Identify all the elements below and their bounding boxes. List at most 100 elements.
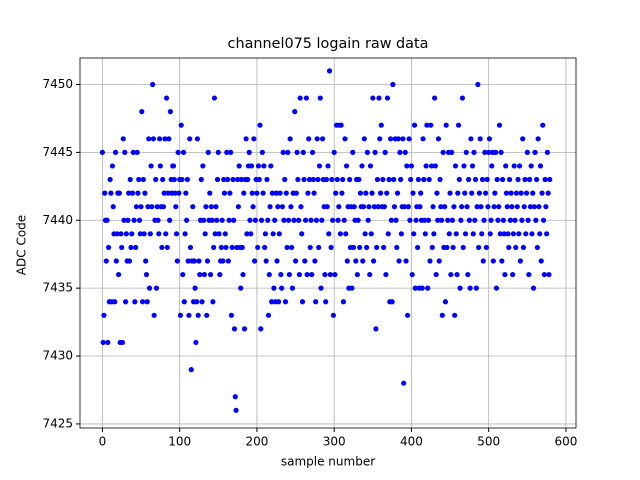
point: [257, 122, 263, 128]
point: [215, 149, 221, 155]
point: [383, 271, 389, 278]
point: [187, 244, 194, 251]
point: [262, 244, 268, 251]
point: [435, 136, 442, 142]
point: [153, 176, 159, 183]
point: [143, 271, 150, 278]
point: [428, 122, 434, 128]
point: [344, 258, 350, 264]
point: [444, 244, 450, 251]
point: [511, 163, 517, 169]
point: [530, 190, 536, 196]
point: [488, 217, 494, 223]
x-tick-label: 600: [555, 435, 578, 449]
point: [485, 204, 491, 210]
point: [536, 204, 542, 210]
point: [212, 231, 218, 237]
point: [270, 231, 276, 237]
point: [507, 217, 513, 223]
point: [521, 204, 527, 210]
point: [308, 217, 314, 223]
point: [418, 190, 424, 196]
point: [478, 204, 484, 210]
point: [228, 149, 234, 155]
point: [250, 204, 256, 210]
point: [394, 244, 400, 251]
y-tick-label: 7430: [42, 349, 73, 363]
point: [191, 258, 197, 264]
point: [493, 149, 499, 155]
point: [273, 190, 279, 196]
point: [455, 122, 462, 128]
point: [432, 95, 438, 101]
point: [531, 204, 537, 210]
point: [224, 149, 230, 155]
point: [104, 217, 110, 223]
point: [241, 190, 247, 196]
point: [523, 190, 530, 196]
point: [131, 217, 137, 223]
point: [144, 299, 150, 305]
point: [297, 95, 303, 101]
y-axis-label: ADC Code: [15, 215, 29, 275]
point: [417, 204, 423, 210]
point: [112, 299, 118, 305]
point: [139, 109, 145, 115]
point: [269, 190, 275, 196]
point: [121, 217, 127, 223]
x-tick-label: 400: [400, 435, 423, 449]
point: [190, 204, 196, 210]
point: [425, 285, 431, 291]
point: [107, 176, 113, 183]
point: [367, 271, 373, 278]
point: [398, 176, 404, 183]
point: [326, 231, 332, 237]
point: [114, 231, 120, 237]
point: [258, 217, 265, 223]
point: [402, 149, 408, 155]
point: [380, 176, 386, 183]
point: [192, 285, 198, 291]
point: [504, 204, 510, 210]
chart-title: channel075 logain raw data: [228, 36, 429, 52]
point: [119, 244, 125, 251]
point: [530, 285, 537, 291]
point: [178, 122, 184, 128]
point: [300, 149, 306, 155]
point: [130, 149, 136, 155]
point: [336, 204, 342, 210]
point: [501, 231, 507, 237]
point: [526, 271, 532, 278]
point: [285, 217, 292, 223]
point: [419, 285, 425, 291]
point: [451, 204, 457, 210]
point: [99, 149, 106, 155]
point: [433, 271, 439, 278]
point: [347, 176, 353, 183]
point: [384, 95, 391, 101]
x-tick-label: 100: [168, 435, 191, 449]
point: [510, 271, 516, 278]
point: [199, 299, 205, 305]
point: [483, 244, 489, 251]
point: [479, 176, 486, 183]
point: [161, 190, 167, 196]
point: [256, 176, 262, 183]
point: [426, 176, 432, 183]
point: [373, 326, 379, 332]
point: [503, 190, 510, 196]
point: [532, 149, 538, 155]
point: [134, 149, 140, 155]
point: [255, 244, 261, 251]
point: [401, 204, 408, 210]
point: [338, 122, 344, 128]
point: [127, 176, 133, 183]
point: [287, 136, 293, 142]
point: [412, 285, 418, 291]
point: [442, 299, 449, 305]
point: [517, 258, 523, 264]
point: [154, 204, 160, 210]
point: [122, 299, 129, 305]
point: [388, 217, 394, 223]
point: [203, 204, 209, 210]
